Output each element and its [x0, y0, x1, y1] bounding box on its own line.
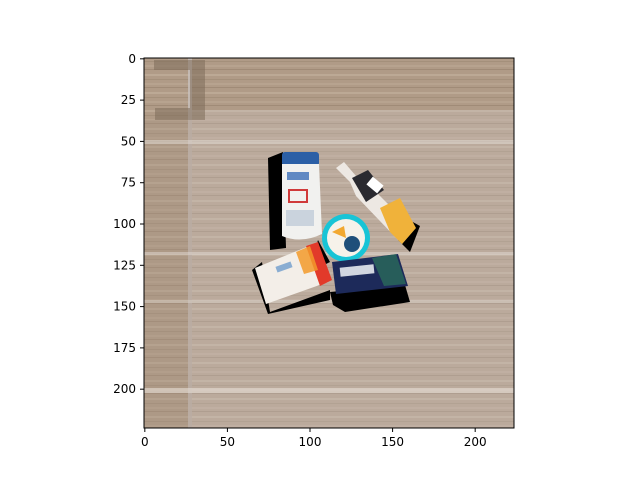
dark-box [332, 254, 408, 294]
photo-image [144, 58, 514, 428]
light-panel [188, 58, 192, 428]
y-tick-label: 125 [113, 258, 136, 272]
y-tick-label: 175 [113, 341, 136, 355]
y-tick-label: 200 [113, 382, 136, 396]
x-tick-label: 150 [381, 435, 404, 449]
x-tick-label: 200 [464, 435, 487, 449]
y-tick-label: 25 [121, 93, 136, 107]
x-tick-label: 50 [220, 435, 235, 449]
y-tick-label: 50 [121, 134, 136, 148]
y-axis: 0 25 50 75 100 125 150 175 200 [113, 52, 144, 396]
y-tick-label: 150 [113, 300, 136, 314]
shampoo-bottle [282, 152, 322, 240]
round-tin [322, 214, 370, 262]
y-tick-label: 100 [113, 217, 136, 231]
x-axis: 0 50 100 150 200 [141, 428, 487, 449]
x-tick-label: 100 [299, 435, 322, 449]
x-tick-label: 0 [141, 435, 149, 449]
spray-bottle [336, 162, 416, 244]
squeeze-tube [255, 242, 332, 304]
axes-frame [143, 57, 515, 429]
corner-bracket [154, 60, 205, 120]
y-tick-label: 75 [121, 176, 136, 190]
y-tick-label: 0 [128, 52, 136, 66]
